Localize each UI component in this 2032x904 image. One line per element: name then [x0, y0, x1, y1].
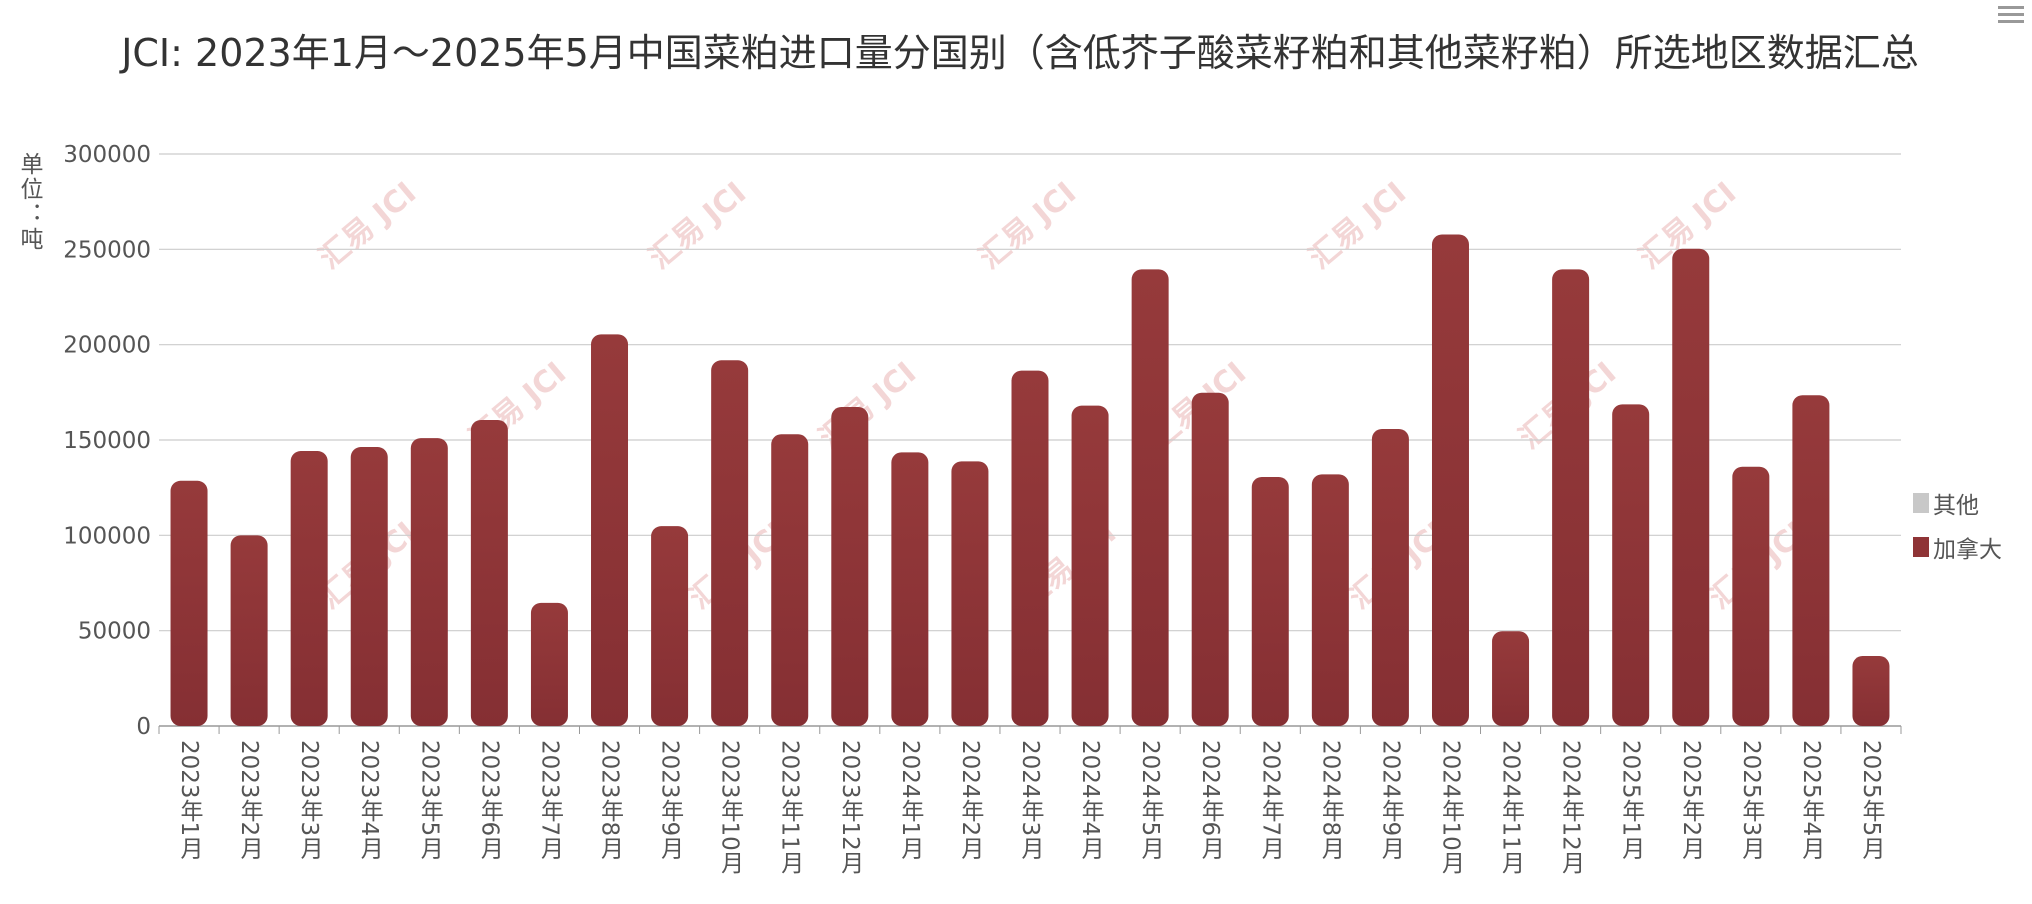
bar [410, 438, 448, 726]
x-tick-label: 2024年12月 [1558, 740, 1586, 874]
y-tick-label: 200000 [63, 333, 151, 359]
bar [1251, 476, 1289, 726]
x-tick-label: 2023年8月 [597, 740, 625, 859]
x-tick-label: 2023年2月 [236, 740, 264, 859]
watermark: 汇易 JCI [643, 176, 753, 277]
x-tick-label: 2024年11月 [1498, 740, 1526, 874]
x-tick-label: 2024年9月 [1377, 740, 1405, 859]
x-tick-label: 2024年7月 [1257, 740, 1285, 859]
bar [1431, 234, 1469, 726]
bar [711, 360, 749, 726]
bar [951, 461, 989, 726]
y-tick-label: 50000 [78, 619, 151, 645]
bar [290, 451, 328, 726]
x-tick-label: 2023年6月 [476, 740, 504, 859]
bar [1311, 474, 1349, 726]
legend-label: 加拿大 [1933, 537, 2002, 563]
bar [1011, 370, 1049, 726]
x-tick-label: 2023年1月 [176, 740, 204, 859]
x-tick-label: 2025年3月 [1738, 740, 1766, 859]
x-tick-label: 2025年1月 [1618, 740, 1646, 859]
bar [170, 480, 208, 726]
bar [1672, 248, 1710, 726]
y-tick-label: 300000 [63, 142, 151, 168]
x-tick-label: 2024年10月 [1437, 740, 1465, 874]
x-tick-label: 2024年3月 [1017, 740, 1045, 859]
bar [1492, 631, 1530, 726]
y-tick-label: 250000 [63, 237, 151, 263]
legend: 其他 加拿大 [1913, 488, 2002, 576]
x-tick-label: 2023年12月 [837, 740, 865, 874]
x-tick-label: 2023年7月 [536, 740, 564, 859]
watermark: 汇易 JCI [313, 176, 423, 277]
x-tick-label: 2024年8月 [1317, 740, 1345, 859]
bar [230, 535, 268, 726]
bar [1852, 656, 1890, 726]
bar [651, 526, 689, 726]
legend-swatch [1913, 493, 1929, 513]
hamburger-menu-icon[interactable] [1998, 2, 2024, 28]
x-tick-label: 2024年2月 [957, 740, 985, 859]
bar [350, 447, 388, 726]
x-tick-label: 2024年6月 [1197, 740, 1225, 859]
legend-item-canada[interactable]: 加拿大 [1913, 532, 2002, 563]
bar [1552, 269, 1590, 726]
x-tick-label: 2023年5月 [416, 740, 444, 859]
bar [1071, 405, 1109, 726]
chart-title: JCI: 2023年1月～2025年5月中国菜粕进口量分国别（含低芥子酸菜籽粕和… [121, 31, 1919, 75]
x-tick-label: 2023年11月 [777, 740, 805, 874]
bar [1732, 466, 1770, 726]
watermark: 汇易 JCI [1303, 176, 1413, 277]
y-tick-label: 150000 [63, 428, 151, 454]
x-tick-label: 2025年5月 [1858, 740, 1886, 859]
x-tick-label: 2023年3月 [296, 740, 324, 859]
bar [1191, 392, 1229, 726]
bar [530, 602, 568, 726]
x-tick-label: 2025年4月 [1798, 740, 1826, 859]
x-tick-label: 2024年1月 [897, 740, 925, 859]
x-tick-label: 2023年4月 [356, 740, 384, 859]
x-tick-label: 2023年9月 [657, 740, 685, 859]
watermark: 汇易 JCI [973, 176, 1083, 277]
bar [1612, 404, 1650, 726]
bar [1131, 269, 1169, 726]
legend-label: 其他 [1933, 493, 1979, 519]
y-tick-label: 100000 [63, 523, 151, 549]
x-tick-label: 2025年2月 [1678, 740, 1706, 859]
x-tick-label: 2024年4月 [1077, 740, 1105, 859]
y-tick-label: 0 [136, 714, 151, 740]
bar [891, 452, 929, 726]
x-tick-label: 2024年5月 [1137, 740, 1165, 859]
bar [831, 407, 869, 726]
bar [1792, 395, 1830, 726]
legend-swatch [1913, 537, 1929, 557]
legend-item-other[interactable]: 其他 [1913, 488, 2002, 519]
bar [771, 434, 809, 726]
bar [1371, 428, 1409, 726]
bar [470, 419, 508, 726]
bar [591, 334, 629, 726]
x-tick-label: 2023年10月 [717, 740, 745, 874]
y-axis-label: 单位：吨 [16, 152, 42, 252]
